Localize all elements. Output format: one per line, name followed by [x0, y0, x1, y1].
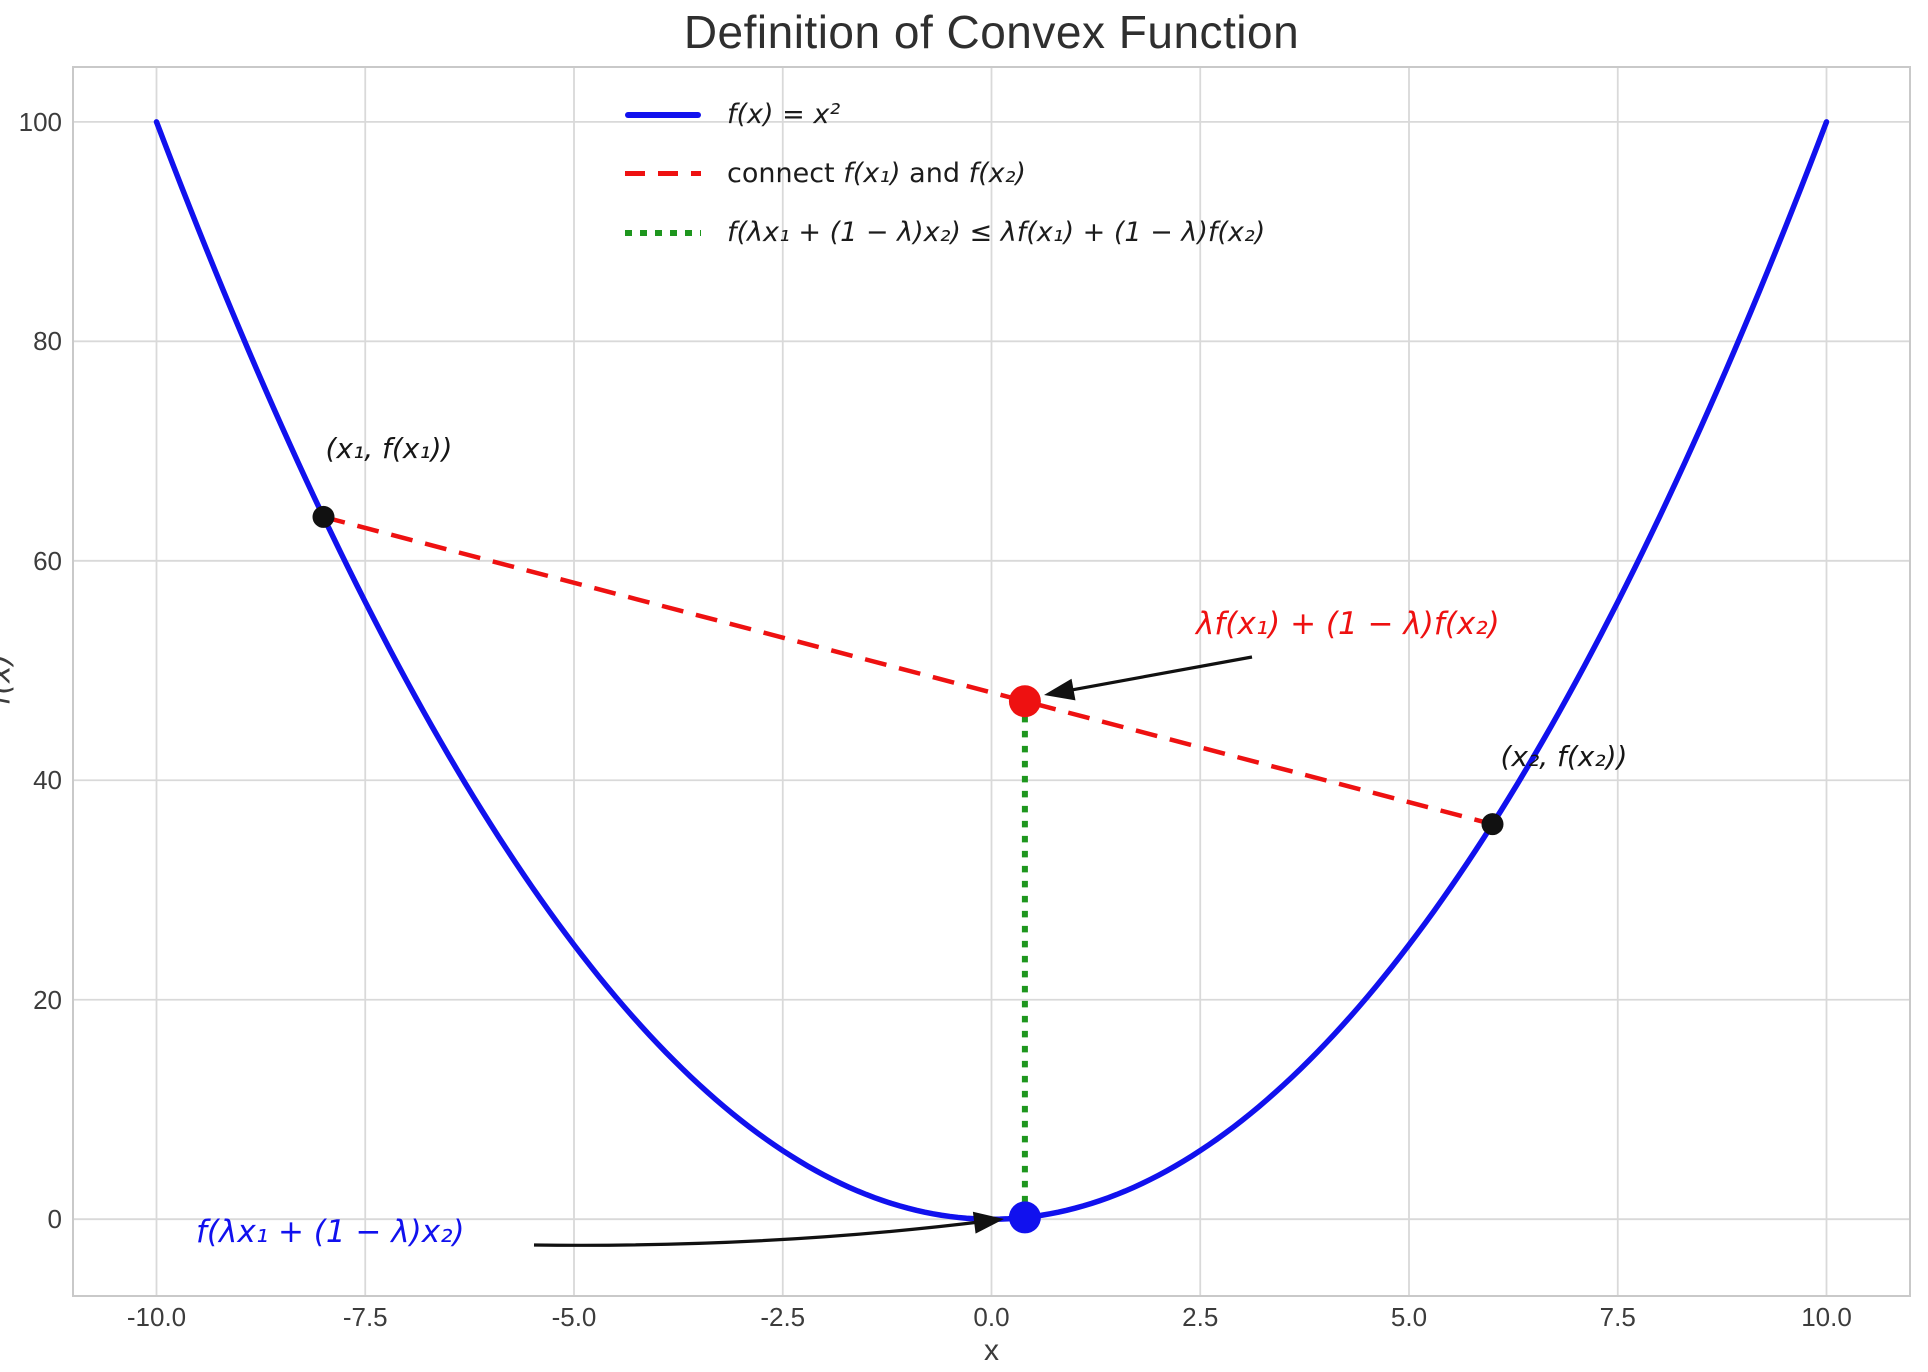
- annotation-arrow-head: [972, 1211, 1004, 1234]
- legend-dotted-line-swatch: [625, 229, 701, 236]
- curve-value-annotation: f(λx₁ + (1 − λ)x₂): [196, 1214, 465, 1250]
- legend-label-1: connect f(x₁) and f(x₂): [727, 158, 1026, 189]
- legend: f(x) = x² connect f(x₁) and f(x₂) f(λx₁ + …: [625, 85, 1265, 262]
- x-tick-label: 5.0: [1390, 1302, 1428, 1332]
- x-tick-label: -7.5: [342, 1302, 388, 1332]
- legend-label-part: connect: [727, 158, 844, 189]
- x-tick-label: 7.5: [1599, 1302, 1636, 1332]
- legend-item-0: f(x) = x²: [625, 85, 1265, 144]
- chart-title: Definition of Convex Function: [683, 6, 1300, 58]
- point-curve-mix: [1008, 1201, 1041, 1234]
- y-axis-label: f(x): [0, 653, 18, 706]
- plot-spines: [72, 66, 1911, 1297]
- point-chord-mix: [1008, 685, 1041, 718]
- legend-dashed-line-swatch: [625, 171, 701, 176]
- annotation-arrow-line: [533, 1219, 988, 1247]
- chord-line: [322, 514, 1494, 827]
- y-tick-label: 40: [33, 765, 62, 796]
- y-tick-label: 80: [33, 326, 62, 357]
- x-tick-label: 2.5: [1182, 1302, 1219, 1332]
- legend-label-part: f(x₁): [843, 158, 901, 189]
- x-tick-label: 0.0: [973, 1302, 1010, 1332]
- legend-label-2: f(λx₁ + (1 − λ)x₂) ≤ λf(x₁) + (1 − λ)f(x…: [727, 217, 1266, 248]
- annotation-arrow-head: [1044, 678, 1076, 701]
- legend-label-0: f(x) = x²: [727, 99, 841, 130]
- legend-label-part: and: [900, 158, 969, 189]
- legend-label-part: f(x₂): [968, 158, 1026, 189]
- x-tick-label: 10.0: [1801, 1302, 1852, 1332]
- point-x2: [1481, 813, 1504, 836]
- chord-value-annotation: λf(x₁) + (1 − λ)f(x₂): [1196, 606, 1500, 642]
- y-tick-label: 100: [18, 106, 62, 137]
- y-tick-label: 0: [47, 1204, 62, 1235]
- x-tick-label: -5.0: [551, 1302, 597, 1332]
- legend-item-2: f(λx₁ + (1 − λ)x₂) ≤ λf(x₁) + (1 − λ)f(x…: [625, 203, 1265, 262]
- x-tick-label: -2.5: [760, 1302, 806, 1332]
- legend-solid-line-swatch: [625, 111, 701, 118]
- annotation-arrow-line: [1059, 655, 1253, 694]
- x-tick-label: -10.0: [126, 1302, 187, 1332]
- point-x1-label: (x₁, f(x₁)): [325, 431, 453, 465]
- legend-item-1: connect f(x₁) and f(x₂): [625, 144, 1265, 203]
- point-x2-label: (x₂, f(x₂)): [1500, 740, 1628, 774]
- y-tick-label: 60: [33, 545, 62, 576]
- y-tick-label: 20: [33, 984, 62, 1015]
- point-x1: [312, 505, 335, 528]
- x-axis-label: x: [984, 1334, 999, 1367]
